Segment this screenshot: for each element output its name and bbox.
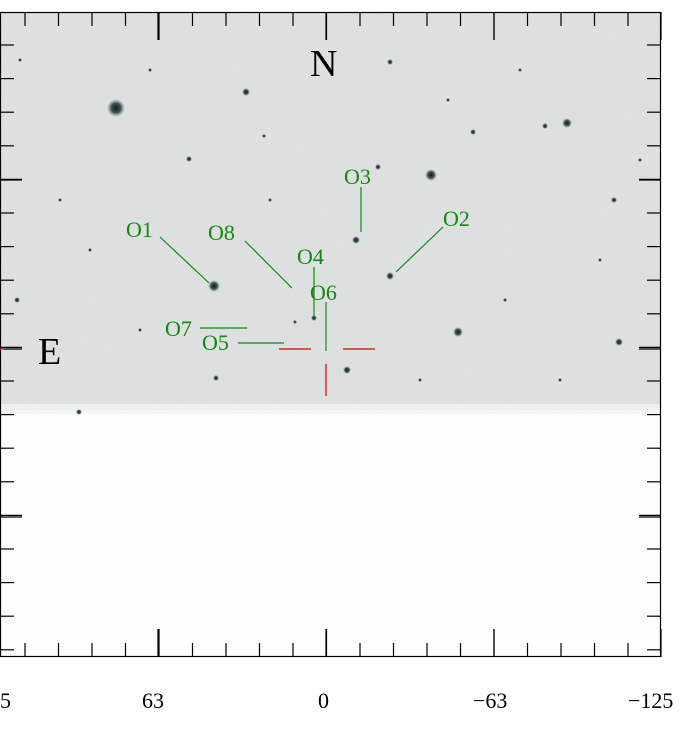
star	[446, 98, 450, 102]
object-label-o5: O5	[202, 330, 229, 355]
axis-ticks	[0, 12, 662, 657]
object-label-o4: O4	[297, 244, 324, 269]
x-tick-label: −125	[628, 688, 674, 713]
object-label-o2: O2	[443, 206, 470, 231]
object-labels: O1 O2 O3 O4 O5 O6 O7 O8	[126, 164, 470, 355]
star	[293, 320, 297, 324]
star	[453, 327, 463, 337]
star	[503, 298, 507, 302]
star	[615, 338, 623, 346]
blank-region	[0, 410, 661, 657]
plot-frame	[0, 11, 662, 658]
star	[562, 118, 572, 128]
star	[470, 129, 476, 135]
object-label-o6: O6	[310, 280, 337, 305]
star	[425, 169, 437, 181]
compass-east: E	[38, 331, 61, 373]
star	[352, 236, 360, 244]
stars-layer	[14, 58, 642, 415]
x-tick-label: 0	[318, 688, 329, 713]
compass-north: N	[310, 43, 337, 85]
star	[343, 366, 351, 374]
star	[598, 258, 602, 262]
target-crosshair	[279, 348, 375, 396]
star	[518, 68, 522, 72]
star	[638, 158, 642, 162]
star	[138, 328, 142, 332]
star	[14, 297, 20, 303]
star	[542, 123, 548, 129]
object-pointers	[159, 187, 444, 351]
star	[58, 198, 62, 202]
object-label-o8: O8	[208, 220, 235, 245]
star	[375, 164, 381, 170]
star	[558, 378, 562, 382]
star	[107, 99, 125, 117]
star	[387, 59, 393, 65]
object-label-o3: O3	[344, 164, 371, 189]
star	[268, 198, 272, 202]
star	[186, 156, 192, 162]
star	[18, 58, 22, 62]
star	[386, 272, 394, 280]
star	[611, 197, 617, 203]
star	[262, 134, 266, 138]
star	[418, 378, 422, 382]
star	[242, 88, 250, 96]
star	[76, 409, 82, 415]
star	[208, 280, 220, 292]
star	[148, 68, 152, 72]
sky-grain	[0, 12, 661, 414]
x-tick-label: 5	[0, 688, 11, 713]
star	[311, 315, 317, 321]
x-tick-label: 63	[142, 688, 164, 713]
star	[88, 248, 92, 252]
star	[213, 375, 219, 381]
object-label-o7: O7	[165, 316, 192, 341]
x-tick-label: −63	[473, 688, 508, 713]
object-label-o1: O1	[126, 217, 153, 242]
